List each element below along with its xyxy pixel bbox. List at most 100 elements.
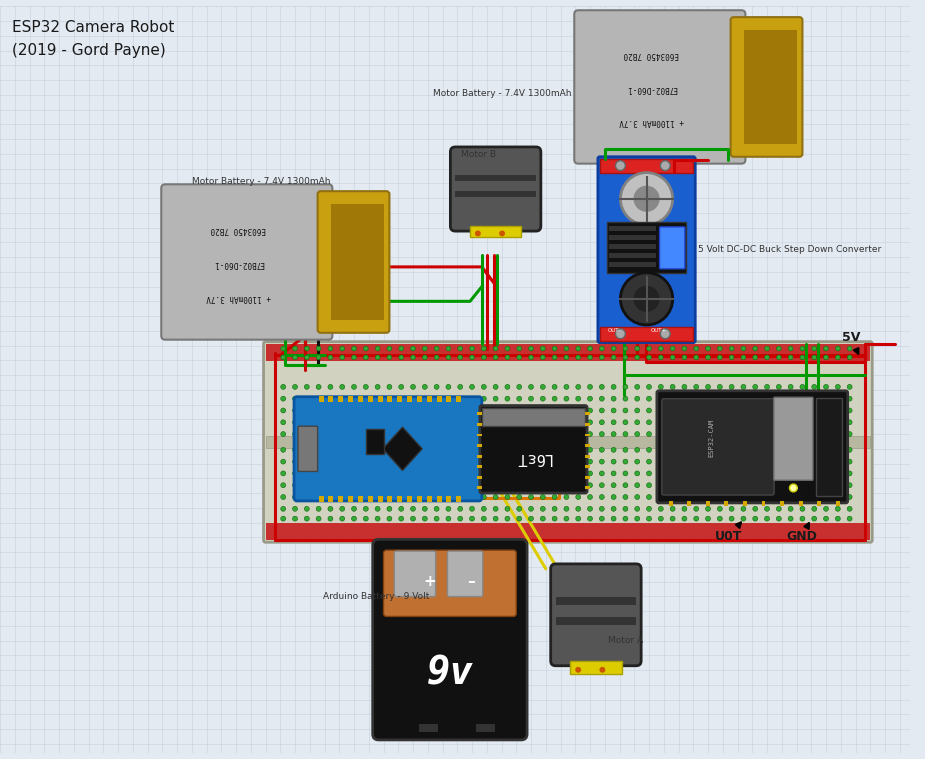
Circle shape (647, 384, 651, 389)
Circle shape (481, 506, 487, 512)
Circle shape (364, 495, 368, 499)
Circle shape (316, 384, 321, 389)
Circle shape (623, 384, 628, 389)
Circle shape (753, 483, 758, 488)
Circle shape (611, 346, 616, 351)
Circle shape (788, 396, 793, 402)
Circle shape (718, 355, 722, 360)
Bar (265, 505, 870, 523)
Circle shape (316, 408, 321, 413)
Circle shape (753, 447, 758, 452)
Circle shape (706, 355, 710, 360)
Circle shape (682, 459, 687, 464)
Circle shape (847, 408, 852, 413)
Circle shape (505, 408, 510, 413)
Circle shape (765, 483, 770, 488)
Circle shape (423, 447, 427, 452)
Circle shape (776, 396, 782, 402)
Circle shape (671, 355, 675, 360)
Circle shape (564, 516, 569, 521)
Bar (331, 204, 384, 320)
Circle shape (339, 408, 345, 413)
Circle shape (694, 447, 698, 452)
Bar (586, 444, 590, 447)
Circle shape (706, 516, 710, 521)
Circle shape (505, 516, 510, 521)
Circle shape (376, 408, 380, 413)
Bar (358, 496, 363, 502)
Text: Arduino Battery - 9 Volt: Arduino Battery - 9 Volt (323, 592, 429, 601)
Circle shape (788, 447, 793, 452)
Circle shape (847, 471, 852, 476)
Circle shape (647, 495, 651, 499)
Circle shape (292, 471, 298, 476)
Circle shape (623, 420, 628, 425)
Circle shape (399, 447, 403, 452)
Circle shape (765, 396, 770, 402)
Circle shape (788, 516, 793, 521)
Circle shape (292, 346, 298, 351)
Circle shape (706, 432, 710, 436)
Circle shape (835, 495, 840, 499)
Text: L6εΤ: L6εΤ (515, 450, 551, 465)
Circle shape (564, 506, 569, 512)
Circle shape (671, 471, 675, 476)
Circle shape (741, 516, 746, 521)
Circle shape (615, 161, 625, 171)
Circle shape (776, 447, 782, 452)
Circle shape (458, 471, 462, 476)
Circle shape (540, 516, 545, 521)
Bar (455, 175, 536, 181)
Circle shape (316, 346, 321, 351)
Circle shape (635, 408, 640, 413)
Circle shape (812, 420, 817, 425)
Circle shape (423, 506, 427, 512)
Circle shape (505, 495, 510, 499)
Circle shape (587, 495, 593, 499)
Circle shape (765, 420, 770, 425)
Circle shape (528, 483, 534, 488)
Circle shape (718, 384, 722, 389)
Circle shape (352, 471, 356, 476)
Bar (407, 395, 412, 402)
Circle shape (481, 420, 487, 425)
Circle shape (599, 346, 604, 351)
Circle shape (835, 420, 840, 425)
Circle shape (564, 459, 569, 464)
Circle shape (470, 506, 475, 512)
Circle shape (647, 346, 651, 351)
Bar (669, 501, 672, 505)
Circle shape (599, 396, 604, 402)
Circle shape (528, 432, 534, 436)
Circle shape (493, 483, 498, 488)
Circle shape (682, 420, 687, 425)
Text: ESP32 Camera Robot
(2019 - Gord Payne): ESP32 Camera Robot (2019 - Gord Payne) (12, 20, 174, 58)
Circle shape (765, 346, 770, 351)
Circle shape (847, 483, 852, 488)
Circle shape (694, 459, 698, 464)
Circle shape (729, 355, 734, 360)
Circle shape (694, 346, 698, 351)
Circle shape (281, 495, 286, 499)
Circle shape (788, 459, 793, 464)
Circle shape (434, 516, 439, 521)
Circle shape (765, 447, 770, 452)
Circle shape (647, 483, 651, 488)
Bar (407, 496, 412, 502)
Circle shape (540, 506, 545, 512)
Circle shape (694, 516, 698, 521)
Circle shape (399, 408, 403, 413)
Circle shape (552, 506, 557, 512)
Circle shape (741, 346, 746, 351)
Bar (706, 501, 709, 505)
Circle shape (812, 384, 817, 389)
Circle shape (552, 408, 557, 413)
Bar (610, 235, 656, 240)
Circle shape (682, 516, 687, 521)
Circle shape (292, 459, 298, 464)
Circle shape (718, 408, 722, 413)
Circle shape (481, 516, 487, 521)
Circle shape (399, 506, 403, 512)
Circle shape (835, 355, 840, 360)
Circle shape (647, 459, 651, 464)
